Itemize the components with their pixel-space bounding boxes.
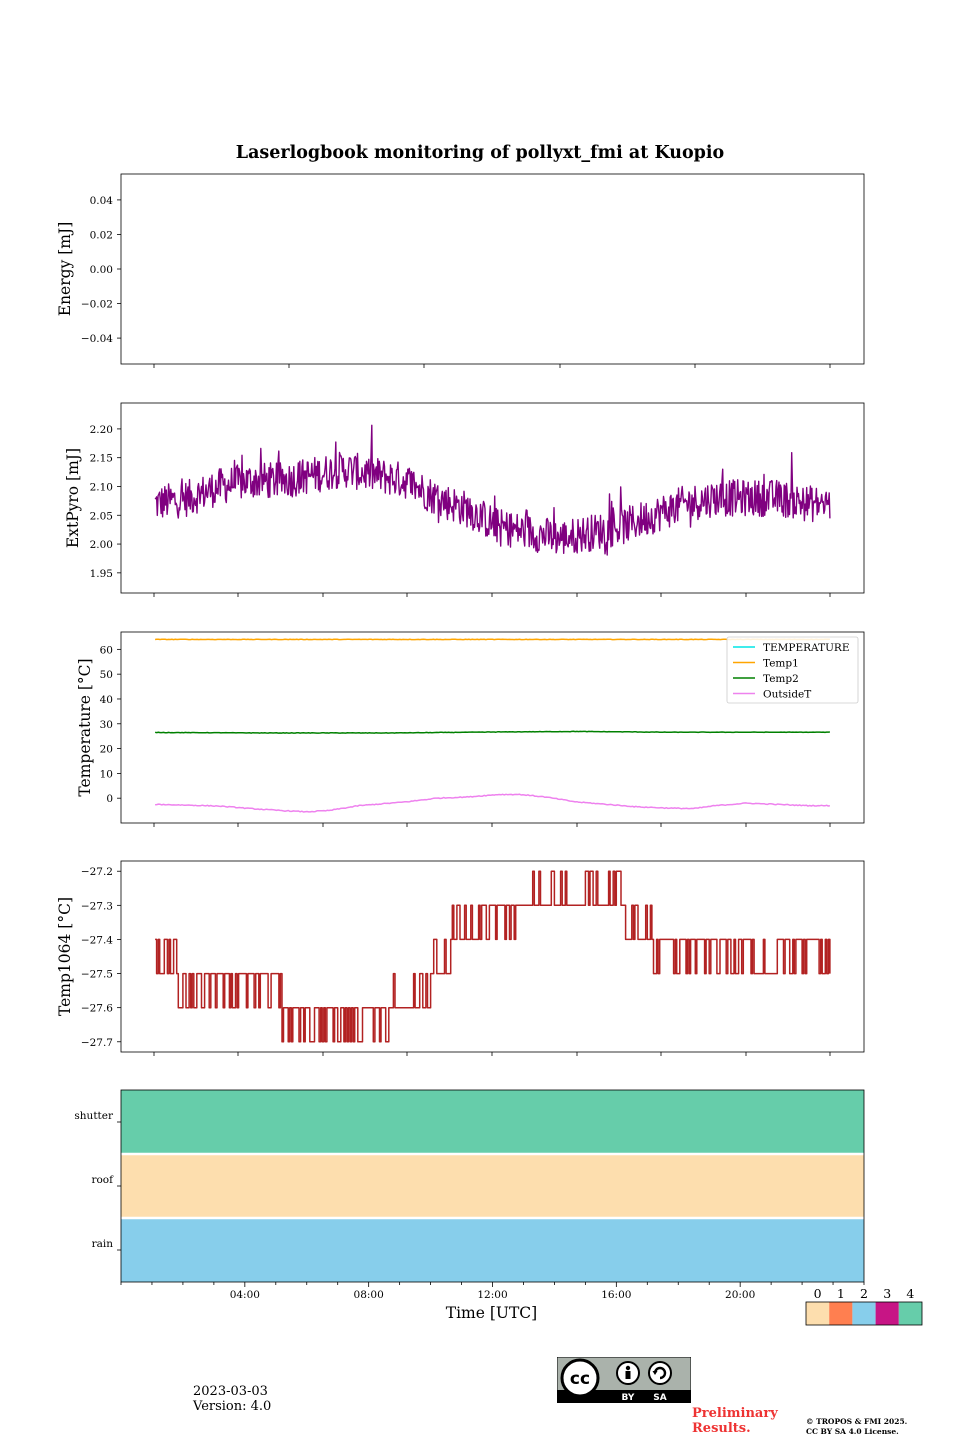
- series-group: [154, 424, 831, 556]
- subplot-1: 0.04 0.02 0.00 −0.02 −0.04 Energy [mJ]: [56, 173, 865, 368]
- y-tick-label: 30: [100, 719, 113, 731]
- plot-frame: [120, 173, 865, 365]
- legend-label: TEMPERATURE: [763, 642, 850, 654]
- cc-sa-label: SA: [653, 1393, 666, 1403]
- plot-frame: [120, 631, 865, 824]
- legend: TEMPERATURE Temp1 Temp2 OutsideT: [726, 636, 859, 704]
- series-line-outsidet: [155, 793, 830, 813]
- y-tick-label: −27.5: [81, 969, 113, 981]
- chart-title: Laserlogbook monitoring of pollyxt_fmi a…: [236, 143, 724, 163]
- x-tick-label: 20:00: [725, 1289, 755, 1301]
- y-tick-label: −0.02: [81, 299, 113, 311]
- colorbar-cell-3: [875, 1302, 899, 1325]
- y-tick-label: −27.6: [81, 1003, 113, 1015]
- y-tick-label: 1.95: [90, 568, 113, 580]
- colorbar-cell-4: [898, 1302, 922, 1325]
- share-alike-icon: [648, 1361, 672, 1385]
- footer-version: Version: 4.0: [193, 1399, 272, 1414]
- plot-frame: [120, 860, 865, 1053]
- y-tick-label: 40: [100, 694, 113, 706]
- copyright-line-1: © TROPOS & FMI 2025.: [806, 1417, 908, 1426]
- footer-info: 2023-03-03 Version: 4.0: [193, 1384, 271, 1414]
- colorbar-label: 3: [883, 1286, 891, 1301]
- legend-label: OutsideT: [763, 689, 811, 701]
- x-tick-label: 08:00: [354, 1289, 384, 1301]
- y-tick-label: 60: [100, 644, 113, 656]
- subplot-2: 2.20 2.15 2.10 2.05 2.00 1.95 ExtPyro [mJ]: [64, 402, 865, 597]
- cc-by-sa-logo: cc BY SA: [557, 1357, 691, 1403]
- x-tick-label: 12:00: [477, 1289, 507, 1301]
- subplot-4: −27.2 −27.3 −27.4 −27.5 −27.6 −27.7 Temp1064 […: [56, 860, 865, 1056]
- copyright-note: © TROPOS & FMI 2025. CC BY SA 4.0 Licens…: [806, 1417, 907, 1437]
- y-tick-label: 2.20: [90, 424, 113, 436]
- y-axis-label: ExtPyro [mJ]: [64, 448, 82, 548]
- row-label: shutter: [74, 1110, 114, 1122]
- colorbar-cell-1: [829, 1302, 853, 1325]
- preliminary-results-note: Preliminary Results.: [692, 1406, 778, 1436]
- y-tick-label: 50: [100, 669, 113, 681]
- y-tick-label: 20: [100, 744, 113, 756]
- preliminary-line-2: Results.: [692, 1421, 751, 1436]
- preliminary-line-1: Preliminary: [692, 1406, 778, 1421]
- colorbar-label: 0: [814, 1286, 822, 1301]
- footer-date: 2023-03-03: [193, 1384, 268, 1399]
- cc-by-label: BY: [622, 1393, 635, 1403]
- status-row-roof: [121, 1154, 864, 1218]
- x-tick-label: 04:00: [230, 1289, 260, 1301]
- y-tick-label: 2.05: [90, 510, 113, 522]
- colorbar-cell-0: [806, 1302, 830, 1325]
- colorbar-label: 4: [906, 1286, 914, 1301]
- status-row-shutter: [121, 1090, 864, 1154]
- y-tick-label: −27.7: [81, 1037, 113, 1049]
- plots-area: 0.04 0.02 0.00 −0.02 −0.04 Energy [mJ] 2.20 2.1…: [56, 173, 923, 1326]
- x-axis-label: Time [UTC]: [446, 1304, 537, 1322]
- y-axis-label: Temp1064 [°C]: [56, 897, 74, 1016]
- copyright-line-2: CC BY SA 4.0 License.: [806, 1427, 899, 1436]
- y-tick-label: 0: [106, 793, 113, 805]
- colorbar-cell-2: [852, 1302, 876, 1325]
- series-line-temp1064: [155, 870, 831, 1043]
- legend-label: Temp2: [763, 673, 799, 685]
- series-line-temp2: [154, 730, 830, 734]
- subplot-3: 60 50 40 30 20 10 0 Temperature [°C] TEMPERATURE…: [76, 631, 865, 827]
- y-tick-label: −27.4: [81, 934, 113, 946]
- y-axis-label: Temperature [°C]: [76, 658, 94, 796]
- status-row-rain: [121, 1218, 864, 1282]
- cc-text: cc: [570, 1369, 590, 1389]
- colorbar-label: 1: [837, 1286, 845, 1301]
- y-tick-label: 10: [100, 768, 113, 780]
- legend-box: [726, 636, 859, 704]
- legend-label: Temp1: [763, 658, 799, 670]
- y-tick-label: 2.15: [90, 453, 113, 465]
- x-tick-label: 16:00: [601, 1289, 631, 1301]
- y-tick-label: 0.04: [90, 195, 114, 207]
- y-tick-label: 0.00: [90, 264, 113, 276]
- colorbar-frame: [805, 1301, 923, 1326]
- series-line-extpyro: [154, 424, 831, 556]
- y-tick-label: −27.2: [81, 866, 113, 878]
- y-tick-label: 2.00: [90, 539, 113, 551]
- series-group: [154, 638, 830, 813]
- colorbar-label: 2: [860, 1286, 868, 1301]
- plot-frame: [120, 402, 865, 594]
- y-tick-label: −0.04: [81, 333, 113, 345]
- row-label: roof: [91, 1174, 114, 1186]
- y-axis-label: Energy [mJ]: [56, 222, 74, 317]
- y-tick-label: −27.3: [81, 900, 113, 912]
- series-group: [155, 870, 831, 1043]
- subplot-5: shutter roof rain 04:00 08:00 12:00 16:00 20:00…: [74, 1089, 923, 1326]
- y-tick-label: 2.10: [90, 481, 113, 493]
- y-tick-label: 0.02: [90, 229, 113, 241]
- row-label: rain: [92, 1238, 114, 1250]
